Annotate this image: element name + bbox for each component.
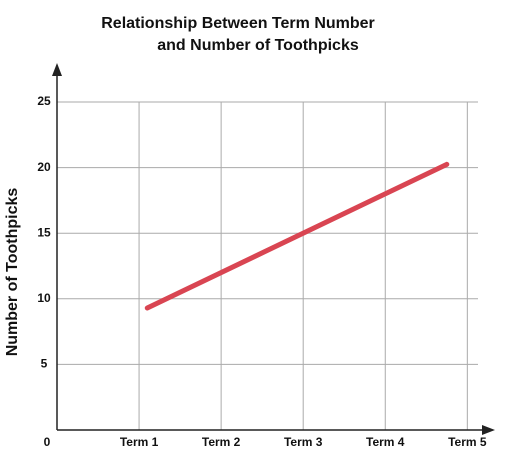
- y-axis-arrow: [52, 63, 62, 76]
- chart-title: Relationship Between Term Number: [101, 15, 375, 32]
- grid: [57, 101, 478, 430]
- chart-title: and Number of Toothpicks: [157, 37, 359, 54]
- y-tick-label: 20: [37, 160, 51, 174]
- x-tick-label: Term 5: [448, 435, 487, 449]
- y-axis-label: Number of Toothpicks: [4, 188, 21, 357]
- y-tick-label: 10: [37, 291, 51, 305]
- x-axis-arrow: [482, 425, 495, 435]
- y-tick-label: 25: [37, 94, 51, 108]
- x-tick-label: Term 1: [120, 435, 159, 449]
- origin-label: 0: [44, 435, 51, 449]
- data-line: [144, 161, 450, 311]
- x-tick-label: Term 2: [202, 435, 241, 449]
- y-tick-label: 5: [41, 357, 48, 371]
- x-tick-label: Term 3: [284, 435, 323, 449]
- y-tick-label: 15: [37, 225, 51, 239]
- x-tick-label: Term 4: [366, 435, 405, 449]
